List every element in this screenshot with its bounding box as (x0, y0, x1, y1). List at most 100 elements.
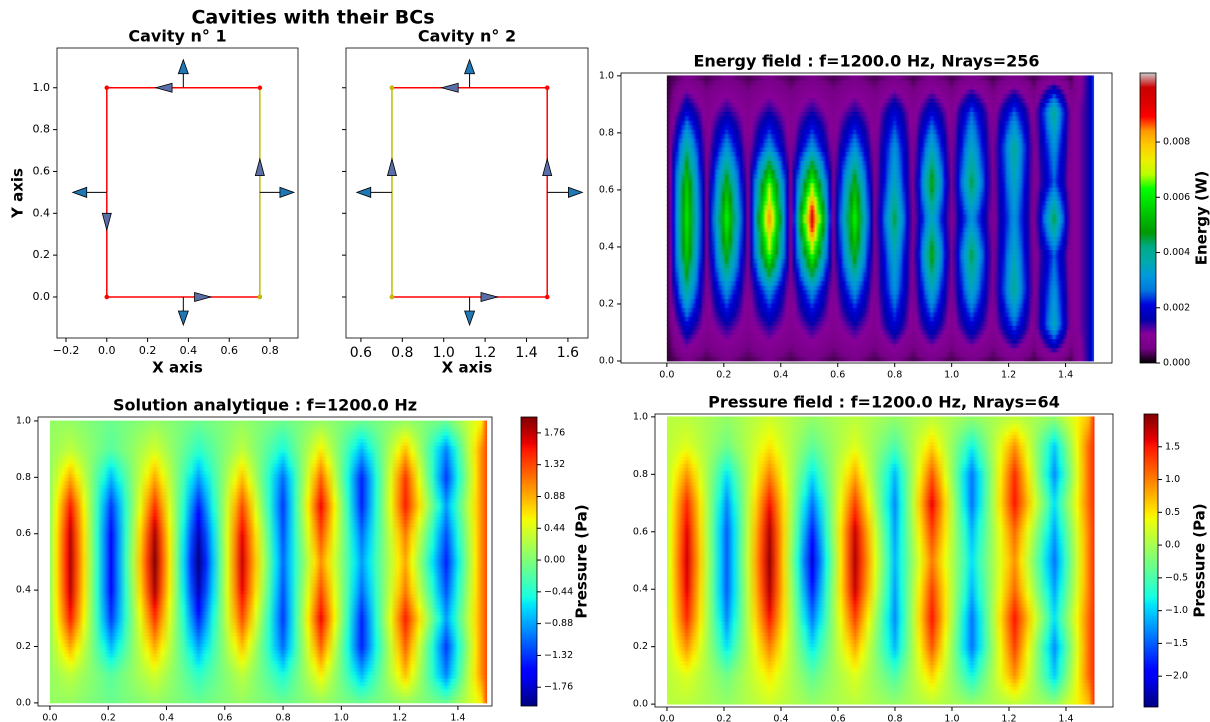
y-tick-label: 1.0 (633, 411, 648, 422)
tangent-arrow (194, 291, 213, 303)
heatmap-strip (666, 470, 1095, 475)
heatmap-strip (666, 692, 1095, 698)
heatmap-strip (49, 434, 488, 439)
heatmap-strip (666, 578, 1095, 583)
heatmap-strip (666, 678, 1095, 683)
heatmap-strip (49, 561, 488, 566)
heatmap-strip (666, 542, 1095, 547)
tangent-arrow (480, 291, 500, 303)
heatmap-strip (666, 155, 1095, 161)
x-tick-label: 0.8 (887, 370, 902, 381)
heatmap-strip (666, 509, 1095, 515)
heatmap-strip (666, 316, 1095, 322)
y-tick-label: 0.4 (16, 585, 31, 596)
x-tick-label: 1.0 (433, 345, 455, 361)
heatmap-strip (666, 253, 1095, 259)
x-tick-label: 0.0 (659, 714, 674, 722)
colorbar-tick-label: −0.44 (544, 586, 573, 597)
heatmap-strip (49, 466, 488, 471)
heatmap-strip (666, 581, 1095, 587)
heatmap-strip (666, 115, 1095, 121)
colorbar (520, 416, 538, 707)
heatmap-strip (666, 455, 1095, 461)
normal-arrow (259, 186, 296, 198)
chart-title: Cavity n° 1 (128, 27, 226, 46)
heatmap-strip (49, 656, 488, 662)
heatmap-strip (49, 628, 488, 633)
heatmap-strip (49, 603, 488, 609)
x-tick-label: 0.2 (716, 714, 731, 722)
vertex (104, 294, 109, 300)
heatmap-strip (666, 137, 1095, 144)
heatmap-strip (666, 240, 1095, 246)
heatmap-strip (666, 120, 1095, 126)
colorbar-tick-label: −1.32 (544, 650, 573, 661)
heatmap-strip (49, 688, 488, 693)
heatmap-strip (666, 570, 1095, 576)
axes-frame (654, 413, 1114, 708)
heatmap-strip (666, 488, 1095, 493)
heatmap-strip (666, 231, 1095, 237)
heatmap-strip (666, 124, 1095, 130)
heatmap-strip (666, 552, 1095, 558)
heatmap-strip (666, 329, 1095, 335)
heatmap-strip (49, 642, 488, 647)
heatmap-strip (49, 614, 488, 619)
heatmap-strip (666, 484, 1095, 490)
heatmap-strip (49, 554, 488, 559)
heatmap-strip (666, 293, 1095, 300)
heatmap-strip (49, 632, 488, 637)
subplot: 0.6 0.8 1.0 1.2 1.4 1.6 Cavity n° 2 X axis (342, 27, 589, 377)
colorbar-tick-label: 1.32 (544, 459, 565, 470)
heatmap-strip (666, 696, 1095, 701)
heatmap-strip (49, 441, 488, 447)
y-tick-label: 0.4 (599, 241, 614, 252)
heatmap-strip (666, 169, 1095, 175)
heatmap-strip (666, 351, 1095, 357)
x-tick-label: 1.0 (944, 370, 959, 381)
heatmap-strip (666, 700, 1095, 705)
chart-title: Pressure field : f=1200.0 Hz, Nrays=64 (708, 393, 1060, 412)
heatmap-strip (49, 469, 488, 475)
heatmap-strip (666, 177, 1095, 184)
plot-area (666, 75, 1095, 362)
heatmap-strip (666, 520, 1095, 525)
heatmap-strip (49, 621, 488, 626)
y-tick-label: 0.8 (16, 472, 31, 483)
heatmap-strip (49, 663, 488, 669)
tangent-arrow (154, 82, 173, 93)
heatmap-strip (666, 653, 1095, 658)
figure-title: Cavities with their BCs (191, 7, 434, 29)
x-tick-label: 0.6 (830, 370, 845, 381)
heatmap-strip (49, 649, 488, 654)
normal-arrow (177, 58, 189, 88)
heatmap-strip (49, 512, 488, 517)
heatmap-strip (666, 506, 1095, 511)
heatmap-strip (666, 284, 1095, 291)
heatmap-strip (49, 695, 488, 700)
heatmap-strip (666, 459, 1095, 464)
heatmap-strip (666, 416, 1095, 421)
heatmap-strip (666, 588, 1095, 594)
x-tick-label: 0.8 (261, 344, 279, 357)
tangent-arrow (542, 157, 553, 177)
plot-area (49, 420, 488, 704)
heatmap-strip (666, 106, 1095, 112)
heatmap-strip (666, 499, 1095, 504)
heatmap-strip (49, 586, 488, 591)
heatmap-strip (666, 517, 1095, 522)
colorbar-tick-label: 0.000 (1163, 358, 1190, 369)
heatmap-strip (49, 455, 488, 461)
heatmap-strip (666, 191, 1095, 197)
axes-frame (37, 416, 493, 707)
heatmap-strip (666, 603, 1095, 608)
heatmap-strip (666, 128, 1095, 135)
y-tick-label: 0.6 (33, 164, 51, 177)
heatmap-strip (666, 209, 1095, 215)
vertex (545, 294, 550, 300)
heatmap-strip (49, 667, 488, 672)
colorbar-tick-label: −1.76 (544, 682, 573, 693)
heatmap-strip (666, 660, 1095, 666)
y-tick-label: 0.4 (33, 206, 51, 219)
